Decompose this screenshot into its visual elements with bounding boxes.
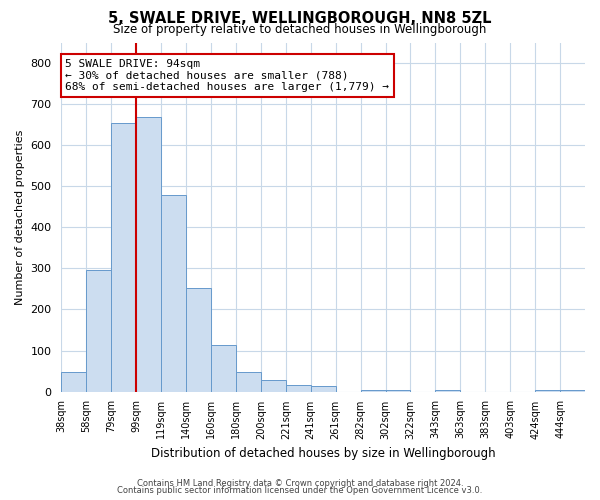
Text: 5 SWALE DRIVE: 94sqm
← 30% of detached houses are smaller (788)
68% of semi-deta: 5 SWALE DRIVE: 94sqm ← 30% of detached h… [65, 59, 389, 92]
Text: Contains HM Land Registry data © Crown copyright and database right 2024.: Contains HM Land Registry data © Crown c… [137, 478, 463, 488]
Bar [186, 288, 211, 392]
Bar [61, 372, 86, 392]
Bar [86, 270, 111, 392]
Text: Contains public sector information licensed under the Open Government Licence v3: Contains public sector information licen… [118, 486, 482, 495]
Bar [286, 386, 311, 392]
Bar [111, 122, 136, 392]
Bar [535, 390, 560, 392]
Bar [261, 380, 286, 392]
X-axis label: Distribution of detached houses by size in Wellingborough: Distribution of detached houses by size … [151, 447, 496, 460]
Text: 5, SWALE DRIVE, WELLINGBOROUGH, NN8 5ZL: 5, SWALE DRIVE, WELLINGBOROUGH, NN8 5ZL [108, 11, 492, 26]
Y-axis label: Number of detached properties: Number of detached properties [15, 130, 25, 305]
Bar [361, 390, 386, 392]
Bar [311, 386, 335, 392]
Bar [386, 390, 410, 392]
Bar [211, 345, 236, 392]
Bar [136, 118, 161, 392]
Bar [560, 390, 585, 392]
Bar [436, 390, 460, 392]
Bar [236, 372, 261, 392]
Bar [161, 196, 186, 392]
Text: Size of property relative to detached houses in Wellingborough: Size of property relative to detached ho… [113, 22, 487, 36]
